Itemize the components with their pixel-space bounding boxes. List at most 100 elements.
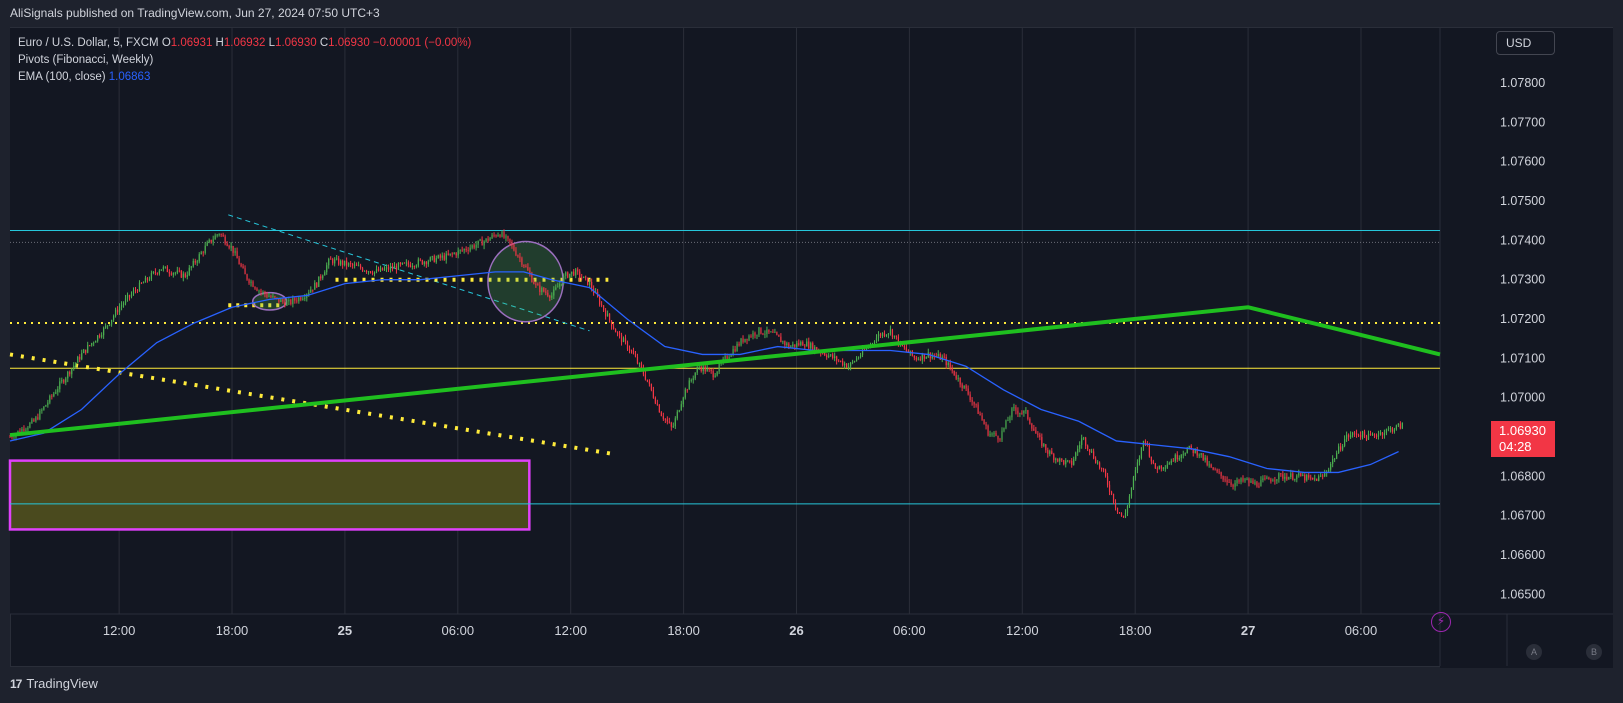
candle-body bbox=[328, 258, 330, 266]
currency-button[interactable]: USD bbox=[1496, 31, 1555, 55]
candle-body bbox=[967, 388, 969, 395]
x-tick-label: 12:00 bbox=[1006, 623, 1039, 638]
candle-body bbox=[421, 260, 423, 265]
candle-body bbox=[794, 344, 796, 347]
candle-body bbox=[1272, 480, 1274, 482]
candle-body bbox=[676, 411, 678, 419]
candle-body bbox=[1204, 457, 1206, 460]
candle-body bbox=[128, 294, 131, 297]
candle-body bbox=[628, 348, 631, 351]
ema-indicator[interactable]: EMA (100, close) 1.06863 bbox=[18, 69, 471, 86]
candle-body bbox=[363, 270, 366, 272]
candle-body bbox=[1262, 478, 1264, 481]
candle-body bbox=[1087, 445, 1089, 450]
candle-body bbox=[258, 290, 260, 292]
pivots-indicator[interactable]: Pivots (Fibonacci, Weekly) bbox=[18, 54, 154, 66]
candle-body bbox=[770, 331, 772, 333]
candle-body bbox=[1373, 434, 1376, 436]
candle-body bbox=[716, 371, 718, 376]
candle-body bbox=[909, 350, 911, 353]
candle-body bbox=[1254, 482, 1256, 484]
candle-body bbox=[308, 292, 310, 295]
candle-body bbox=[1144, 441, 1147, 443]
candle-body bbox=[1389, 428, 1392, 430]
candle-body bbox=[144, 277, 147, 283]
y-tick-label: 1.06500 bbox=[1500, 587, 1545, 601]
candle-body bbox=[1395, 425, 1397, 430]
candle-body bbox=[999, 439, 1001, 441]
candle-body bbox=[1322, 475, 1324, 477]
candle-body bbox=[53, 393, 55, 397]
candle-body bbox=[881, 332, 884, 336]
candle-body bbox=[746, 338, 748, 341]
candle-body bbox=[1334, 458, 1336, 460]
candle-body bbox=[937, 353, 939, 357]
candle-body bbox=[326, 265, 328, 273]
dashed-trendline bbox=[228, 214, 590, 332]
candle-body bbox=[1011, 408, 1013, 418]
candle-body bbox=[812, 343, 814, 351]
candle-body bbox=[541, 287, 543, 292]
candle-body bbox=[224, 236, 226, 244]
candle-body bbox=[708, 368, 710, 370]
candle-body bbox=[1280, 473, 1282, 475]
candle-body bbox=[585, 276, 587, 278]
candle-body bbox=[443, 255, 445, 260]
candle-body bbox=[848, 366, 850, 368]
candle-body bbox=[118, 306, 121, 313]
candle-body bbox=[686, 389, 688, 391]
candle-body bbox=[264, 291, 266, 295]
candle-body bbox=[1260, 480, 1262, 487]
candle-body bbox=[638, 363, 641, 365]
candle-body bbox=[419, 259, 421, 261]
candle-body bbox=[1232, 484, 1234, 487]
price-scale-area bbox=[1440, 28, 1613, 668]
candle-body bbox=[1041, 437, 1043, 446]
candle-body bbox=[579, 271, 581, 278]
candle-body bbox=[1081, 438, 1083, 445]
candle-body bbox=[1138, 458, 1141, 463]
candle-body bbox=[493, 234, 495, 236]
candle-body bbox=[67, 371, 69, 379]
symbol-name[interactable]: Euro / U.S. Dollar, 5, FXCM bbox=[18, 37, 159, 49]
candle-body bbox=[1212, 467, 1214, 470]
candle-body bbox=[1347, 434, 1350, 438]
lightning-icon[interactable]: ⚡ bbox=[1431, 612, 1451, 632]
candle-body bbox=[168, 272, 170, 274]
candle-body bbox=[654, 397, 656, 404]
highlight-ellipse bbox=[487, 240, 564, 323]
candle-body bbox=[1083, 437, 1085, 439]
candle-body bbox=[1363, 431, 1366, 436]
candle-body bbox=[473, 245, 475, 248]
candle-body bbox=[417, 259, 419, 266]
supply-zone bbox=[8, 459, 531, 531]
footer-brand[interactable]: TradingView bbox=[26, 676, 98, 691]
candle-body bbox=[77, 356, 79, 363]
candle-body bbox=[1391, 428, 1394, 432]
b-button[interactable]: B bbox=[1586, 644, 1602, 660]
candle-body bbox=[1170, 460, 1172, 464]
candle-body bbox=[796, 343, 798, 347]
footer: 17 TradingView bbox=[10, 676, 98, 691]
y-tick-label: 1.07300 bbox=[1500, 273, 1545, 287]
candle-body bbox=[431, 256, 433, 258]
candle-body bbox=[105, 325, 107, 328]
last-price-value: 1.06930 bbox=[1499, 423, 1546, 438]
y-tick-label: 1.06700 bbox=[1500, 509, 1545, 523]
candle-body bbox=[1027, 410, 1029, 419]
candle-body bbox=[1342, 445, 1344, 450]
candle-body bbox=[1176, 454, 1178, 460]
tradingview-logo-icon: 17 bbox=[10, 676, 22, 691]
candle-body bbox=[250, 281, 252, 283]
candle-body bbox=[1256, 482, 1258, 487]
candle-body bbox=[1190, 445, 1192, 449]
candle-body bbox=[943, 356, 945, 358]
candle-body bbox=[734, 349, 736, 352]
candle-body bbox=[437, 255, 439, 259]
auto-scale-button[interactable]: A bbox=[1526, 644, 1542, 660]
candle-body bbox=[282, 299, 284, 302]
candle-body bbox=[314, 282, 316, 290]
candle-body bbox=[429, 257, 431, 262]
candle-body bbox=[112, 315, 115, 320]
